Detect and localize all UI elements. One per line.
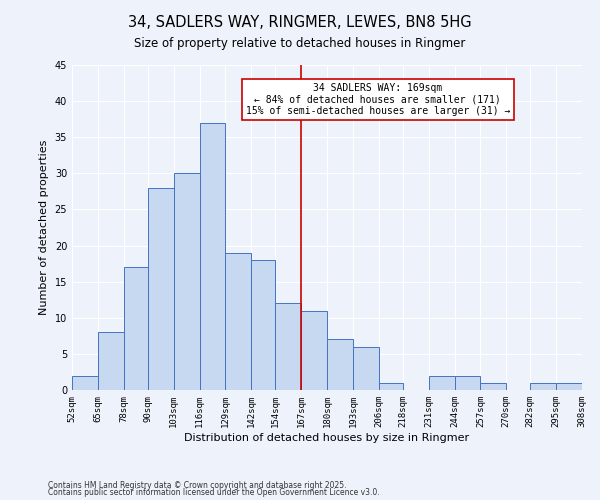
Bar (556, 383, 582, 390)
Bar (455, 376, 481, 390)
Text: 34 SADLERS WAY: 169sqm
← 84% of detached houses are smaller (171)
15% of semi-de: 34 SADLERS WAY: 169sqm ← 84% of detached… (245, 83, 510, 116)
Text: Size of property relative to detached houses in Ringmer: Size of property relative to detached ho… (134, 38, 466, 51)
X-axis label: Distribution of detached houses by size in Ringmer: Distribution of detached houses by size … (184, 432, 470, 442)
Text: 34, SADLERS WAY, RINGMER, LEWES, BN8 5HG: 34, SADLERS WAY, RINGMER, LEWES, BN8 5HG (128, 15, 472, 30)
Bar (275, 304, 301, 390)
Text: Contains HM Land Registry data © Crown copyright and database right 2025.: Contains HM Land Registry data © Crown c… (48, 480, 347, 490)
Y-axis label: Number of detached properties: Number of detached properties (39, 140, 49, 315)
Bar (199, 123, 226, 390)
Bar (251, 260, 275, 390)
Bar (481, 383, 506, 390)
Bar (379, 383, 403, 390)
Bar (428, 376, 455, 390)
Bar (72, 376, 98, 390)
Text: Contains public sector information licensed under the Open Government Licence v3: Contains public sector information licen… (48, 488, 380, 497)
Bar (124, 267, 148, 390)
Bar (226, 253, 251, 390)
Bar (353, 346, 379, 390)
Bar (327, 340, 353, 390)
Bar (173, 174, 199, 390)
Bar (98, 332, 124, 390)
Bar (301, 310, 327, 390)
Bar (148, 188, 173, 390)
Bar (530, 383, 556, 390)
